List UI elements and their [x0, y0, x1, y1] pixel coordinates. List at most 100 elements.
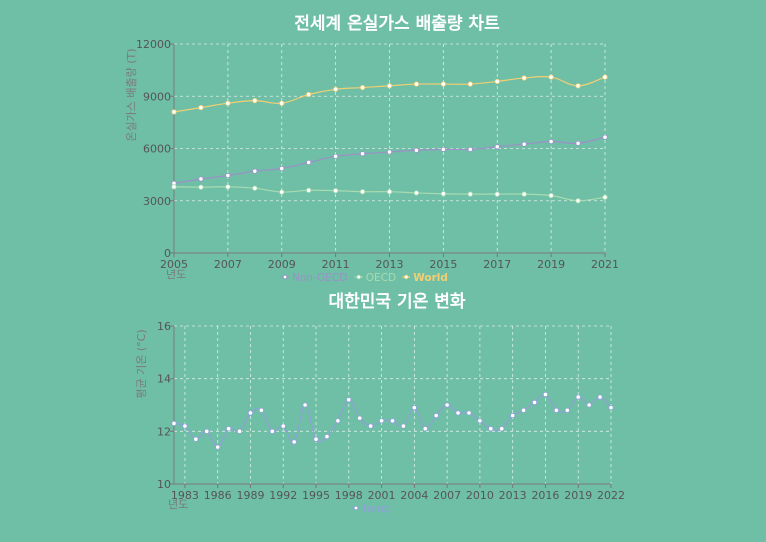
- x-tick-label: 2001: [368, 489, 396, 502]
- data-point: [455, 410, 461, 416]
- data-point: [521, 75, 527, 81]
- data-point: [279, 100, 285, 106]
- data-point: [346, 397, 352, 403]
- data-point: [386, 189, 393, 195]
- data-point: [597, 394, 603, 400]
- data-point: [204, 428, 210, 434]
- data-point: [467, 146, 473, 152]
- legend-label: World: [413, 272, 448, 284]
- data-point: [564, 407, 570, 413]
- x-axis-label: 년도: [166, 268, 186, 281]
- y-tick-label: 9000: [143, 90, 171, 103]
- data-point: [413, 147, 420, 153]
- data-point: [494, 191, 500, 197]
- data-point: [198, 184, 204, 190]
- data-point: [215, 444, 221, 450]
- data-point: [548, 74, 554, 80]
- x-tick-label: 2007: [214, 258, 242, 271]
- data-point: [477, 418, 483, 424]
- data-point: [488, 426, 494, 432]
- data-point: [378, 418, 385, 424]
- legend-item: OECD: [354, 272, 396, 284]
- greenhouse-gas-chart: 전세계 온실가스 배출량 차트 2005 2007 2009 2011 2013 2015…: [125, 14, 619, 284]
- x-tick-label: 2015: [429, 258, 457, 271]
- data-point: [440, 191, 446, 197]
- data-point: [359, 189, 366, 195]
- x-tick-label: 2021: [591, 258, 619, 271]
- x-tick-label: 1986: [204, 489, 232, 502]
- x-tick-label: 1992: [269, 489, 297, 502]
- data-point: [171, 420, 177, 427]
- data-point: [575, 394, 581, 400]
- legend-item: World: [402, 272, 448, 284]
- data-point: [386, 149, 393, 155]
- data-point: [225, 100, 231, 106]
- data-point: [444, 402, 450, 408]
- data-point: [413, 81, 420, 87]
- data-point: [225, 184, 231, 190]
- y-tick-label: 16: [157, 320, 171, 333]
- data-point: [198, 176, 204, 182]
- data-point: [548, 138, 554, 145]
- korea-temperature-chart: 대한민국 기온 변화 1983 1986 1989 1992 1995 1998 2001 2…: [135, 292, 625, 515]
- data-point: [548, 192, 554, 199]
- data-point: [575, 198, 581, 204]
- x-tick-label: 1995: [302, 489, 330, 502]
- data-point: [586, 402, 592, 408]
- data-point: [494, 144, 500, 150]
- x-tick-label: 1998: [335, 489, 363, 502]
- data-point: [542, 391, 549, 398]
- chart-title: 대한민국 기온 변화: [329, 292, 466, 312]
- x-tick-label: 1983: [171, 489, 199, 502]
- x-tick-label: 2010: [466, 489, 494, 502]
- data-point: [258, 407, 264, 413]
- y-tick-label: 14: [157, 373, 171, 386]
- y-tick-label: 0: [164, 247, 171, 260]
- data-point: [171, 184, 177, 190]
- legend-swatch-marker: [353, 505, 359, 511]
- data-point: [553, 407, 559, 413]
- y-tick-label: 12000: [136, 38, 171, 51]
- data-point: [368, 423, 374, 429]
- data-point: [279, 189, 285, 195]
- data-point: [280, 423, 286, 429]
- x-tick-label: 2022: [597, 489, 625, 502]
- y-axis-label: 온실가스 배출량 (T): [125, 48, 138, 141]
- x-axis-label: 년도: [168, 498, 188, 511]
- data-point: [252, 185, 258, 191]
- data-point: [510, 412, 516, 419]
- x-tick-label: 2013: [376, 258, 404, 271]
- data-point: [333, 153, 339, 159]
- data-point: [467, 191, 473, 197]
- data-point: [193, 436, 199, 442]
- data-point: [335, 418, 341, 424]
- data-point: [520, 407, 527, 413]
- data-point: [198, 104, 204, 111]
- x-tick-label: 2007: [433, 489, 461, 502]
- legend-swatch-marker: [356, 274, 361, 280]
- data-point: [306, 91, 312, 98]
- data-point: [313, 436, 319, 442]
- x-tick-label: 1989: [236, 489, 264, 502]
- data-point: [291, 439, 297, 445]
- data-point: [499, 426, 505, 432]
- data-point: [521, 141, 527, 147]
- y-tick-label: 10: [157, 478, 171, 491]
- data-point: [575, 83, 581, 89]
- chart-title: 전세계 온실가스 배출량 차트: [294, 14, 500, 34]
- data-point: [306, 159, 312, 166]
- x-tick-label: 2019: [564, 489, 592, 502]
- data-point: [252, 98, 258, 104]
- y-tick-label: 3000: [143, 195, 171, 208]
- data-point: [433, 412, 439, 419]
- data-point: [602, 194, 608, 200]
- y-axis-label: 평균 기온 (°C): [135, 329, 148, 398]
- data-point: [413, 190, 420, 196]
- data-point: [575, 140, 581, 146]
- legend-label: temp: [363, 503, 391, 515]
- data-point: [386, 83, 393, 89]
- data-point: [359, 151, 366, 157]
- data-point: [252, 168, 258, 174]
- data-point: [357, 415, 363, 421]
